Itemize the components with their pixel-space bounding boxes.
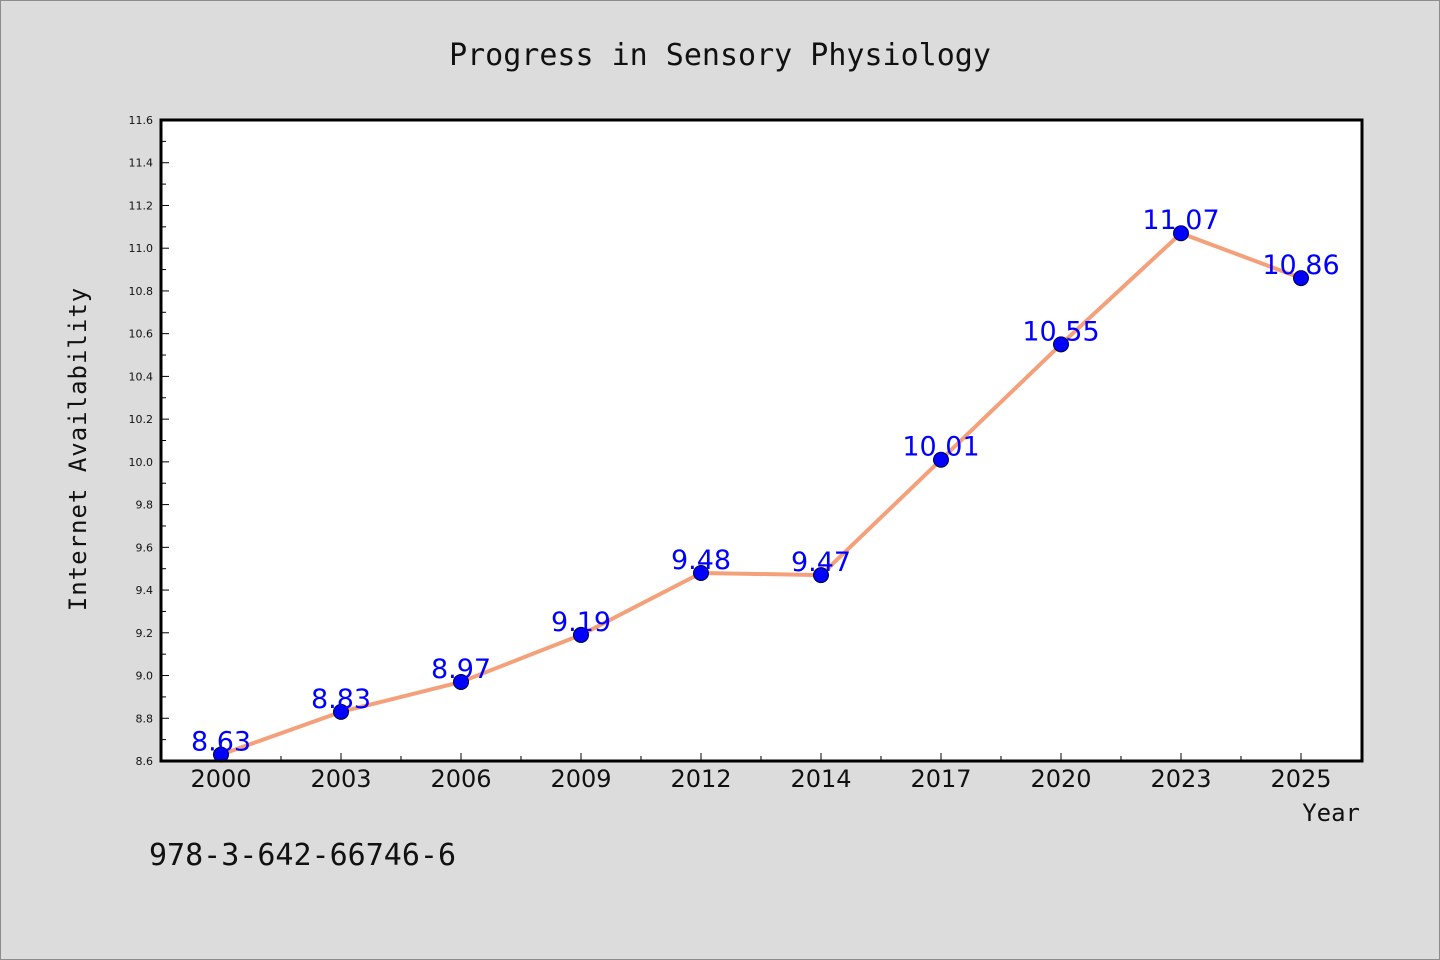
y-tick-label: 9.8 — [136, 499, 154, 512]
y-tick-label: 9.6 — [136, 541, 154, 554]
data-label: 9.47 — [791, 547, 851, 578]
y-tick-label: 10.6 — [129, 328, 154, 341]
data-point — [453, 673, 469, 690]
data-label: 11.07 — [1142, 205, 1219, 236]
x-tick-label: 2023 — [1150, 765, 1211, 793]
plot-area — [161, 120, 1362, 761]
data-label: 8.83 — [311, 684, 371, 715]
x-tick-label: 2000 — [190, 765, 251, 793]
x-tick-label: 2014 — [790, 765, 851, 793]
x-tick-label: 2009 — [550, 765, 611, 793]
chart-title: Progress in Sensory Physiology — [449, 38, 991, 73]
series-layer: 8.63 8.83 8.97 9.19 9.48 9.47 10.01 10.55 11.07 1… — [191, 205, 1340, 763]
data-label: 9.48 — [671, 545, 731, 576]
data-point — [813, 567, 829, 584]
x-axis-label: Year — [1302, 799, 1360, 827]
y-tick-label: 9.4 — [136, 584, 154, 597]
y-tick-label: 10.0 — [129, 456, 154, 469]
y-tick-label: 10.4 — [129, 370, 154, 383]
data-point — [1293, 270, 1309, 287]
data-label: 8.97 — [431, 654, 491, 685]
y-tick-label: 10.2 — [129, 413, 154, 426]
data-point — [1053, 336, 1069, 353]
plot-frame — [159, 118, 1364, 763]
data-point — [933, 451, 949, 468]
data-label: 10.01 — [902, 432, 979, 463]
y-tick-label: 11.2 — [129, 199, 154, 212]
data-point — [573, 626, 589, 643]
y-tick-label: 10.8 — [129, 285, 154, 298]
y-tick-label: 11.4 — [129, 157, 154, 170]
y-tick-label: 8.6 — [136, 755, 154, 768]
series-line — [219, 231, 1303, 757]
x-tick-label: 2012 — [670, 765, 731, 793]
y-tick-label: 11.0 — [129, 242, 154, 255]
data-label: 10.55 — [1022, 316, 1099, 347]
x-axis: 2000 2003 2006 2009 2012 2014 2017 2020 2023 2025 — [190, 753, 1332, 793]
data-label: 10.86 — [1262, 250, 1339, 281]
data-point — [1173, 225, 1189, 242]
y-tick-label: 11.6 — [129, 114, 154, 127]
x-tick-label: 2006 — [430, 765, 491, 793]
data-label: 9.19 — [551, 607, 611, 638]
y-tick-label: 9.2 — [136, 627, 154, 640]
x-tick-label: 2017 — [910, 765, 971, 793]
x-tick-label: 2025 — [1270, 765, 1331, 793]
x-tick-label: 2020 — [1030, 765, 1091, 793]
y-tick-label: 9.0 — [136, 670, 154, 683]
y-axis: 8.6 8.8 9.0 9.2 9.4 9.6 9.8 10.0 10.2 10.4 10.6 10.… — [129, 114, 169, 768]
y-axis-label: Internet Availability — [64, 287, 92, 611]
y-tick-label: 8.8 — [136, 712, 154, 725]
isbn-label: 978-3-642-66746-6 — [149, 838, 456, 873]
x-tick-label: 2003 — [310, 765, 371, 793]
data-label: 8.63 — [191, 727, 251, 758]
data-point — [693, 564, 709, 581]
data-point — [333, 703, 349, 720]
